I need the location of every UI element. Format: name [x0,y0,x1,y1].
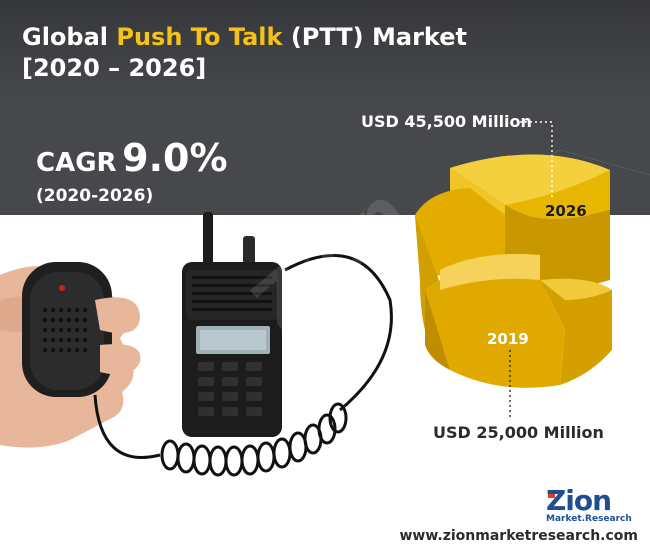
title-prefix: Global [22,23,117,51]
brand-logo[interactable]: Zion Market.Research [546,484,642,525]
hand-holding-mic-icon [0,262,141,448]
cagr-value: 9.0% [122,136,228,180]
value-2026-label: USD 45,500 Million [361,112,532,131]
year-2019-label: 2019 [487,330,529,348]
pie-chart-3d [415,154,612,388]
title-highlight: Push To Talk [116,23,283,51]
coiled-cable [93,254,393,477]
leader-2026 [520,121,553,200]
title-suffix: (PTT) Market [282,23,467,51]
title-years: [2020 – 2026] [22,54,207,82]
walkie-talkie-icon [182,212,282,437]
zion-logo-icon [548,490,555,498]
logo-sub-text: Market.Research [546,514,632,524]
value-2019-label: USD 25,000 Million [433,423,604,442]
logo-main-text: Zion [546,484,612,517]
cagr-label: CAGR [36,148,117,178]
cagr-period: (2020-2026) [36,186,154,206]
page-title: Global Push To Talk (PTT) Market [2020 –… [22,22,467,84]
cagr-main: CAGR 9.0% [36,138,228,186]
leader-lines [509,121,553,418]
year-2026-label: 2026 [545,202,587,220]
header-band [0,0,650,215]
cagr-block: CAGR 9.0% (2020-2026) [36,138,228,206]
website-url[interactable]: www.zionmarketresearch.com [399,528,639,544]
